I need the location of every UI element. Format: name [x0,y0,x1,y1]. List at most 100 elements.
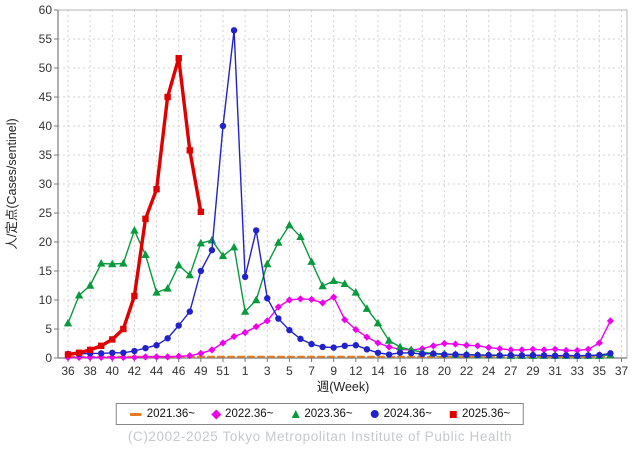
legend-label: 2021.36~ [146,408,196,420]
diamond-marker [573,346,581,355]
diamond-marker [385,343,393,351]
square-marker [75,349,83,356]
diamond-marker [341,316,349,324]
triangle-marker [163,284,172,292]
grid-lines [58,9,627,358]
x-tick-label: 16 [393,364,407,378]
circle-marker [596,351,603,359]
x-tick-label: 5 [286,364,293,378]
triangle-marker [351,288,361,296]
diamond-marker [307,295,316,304]
triangle-marker [196,238,206,247]
circle-marker [385,351,393,358]
circle-marker [529,351,537,359]
triangle-marker [395,342,405,351]
triangle-marker [85,281,95,289]
triangle-marker [218,251,228,260]
x-tick-label: 37 [615,364,629,378]
circle-marker [607,350,614,357]
circle-marker [297,335,304,343]
circle-marker [109,349,116,356]
triangle-marker [274,238,283,246]
legend-item-202336: 2023.36~ [291,408,353,420]
diamond-marker [473,342,482,350]
circle-marker [474,351,481,359]
chart-legend: 2021.36~ 2022.36~ 2023.36~ 2024.36~ 2025.36~ [115,403,525,425]
circle-marker [142,344,149,352]
triangle-marker [141,250,150,258]
y-tick-label: 40 [39,119,53,133]
x-tick-label: 29 [526,364,540,378]
y-tick-label: 15 [39,264,53,278]
legend-item-202436: 2024.36~ [370,408,432,420]
diamond-marker [584,345,592,353]
diamond-marker [451,340,460,348]
diamond-marker [175,352,183,360]
square-marker [186,147,193,154]
triangle-marker [296,232,305,240]
x-tick-label: 49 [194,364,208,378]
circle-marker [540,352,548,359]
circle-icon [370,410,379,418]
circle-marker [463,351,470,359]
x-tick-label: 31 [548,364,562,378]
y-tick-label: 20 [39,235,53,249]
diamond-marker [108,353,116,362]
diamond-marker [319,299,327,307]
circle-marker [574,352,581,359]
diamond-marker [363,333,371,341]
circle-marker [120,349,127,356]
diamond-marker [595,339,603,347]
circle-marker [164,335,171,342]
dash-icon [129,412,142,416]
diamond-marker [518,346,526,354]
x-tick-label: 40 [106,364,120,378]
x-tick-label: 14 [371,364,385,378]
diamond-marker [507,346,515,354]
y-tick-label: 0 [45,351,52,365]
triangle-marker [152,288,161,296]
diamond-marker [241,328,249,337]
circle-marker [374,349,382,356]
triangle-marker [74,290,84,299]
x-tick-label: 7 [308,364,315,378]
x-tick-label: 18 [416,364,430,378]
circle-marker [286,326,293,334]
x-tick-label: 51 [216,364,230,378]
axes [54,9,628,362]
legend-label: 2025.36~ [461,408,511,420]
x-tick-label: 36 [61,364,75,378]
x-tick-label: 9 [330,364,337,378]
circle-marker [230,27,238,34]
circle-marker [330,344,337,351]
y-tick-label: 60 [39,3,53,17]
series-line [67,224,612,357]
square-marker [175,54,182,62]
legend-label: 2024.36~ [383,408,432,420]
square-marker [197,208,205,216]
diamond-marker [440,339,448,348]
diamond-marker [285,296,293,304]
diamond-marker [263,317,271,325]
series-line [67,296,612,359]
diamond-marker [230,332,238,341]
triangle-marker [63,318,73,327]
diamond-marker [152,353,161,361]
x-tick-label: 42 [128,364,142,378]
circle-marker [441,351,448,358]
circle-marker [308,340,315,348]
x-tick-label: 12 [349,364,363,378]
triangle-marker [97,259,106,267]
series-202436 [64,27,614,359]
legend-item-202136: 2021.36~ [129,408,196,420]
triangle-marker [174,260,183,269]
diamond-marker [352,325,360,334]
diamond-marker [562,346,570,355]
y-tick-label: 50 [39,61,53,75]
circle-marker [485,351,492,359]
y-tick-label: 55 [39,32,53,46]
circle-marker [496,352,503,359]
circle-marker [562,352,570,359]
x-tick-label: 1 [242,364,249,378]
triangle-marker [384,336,394,344]
